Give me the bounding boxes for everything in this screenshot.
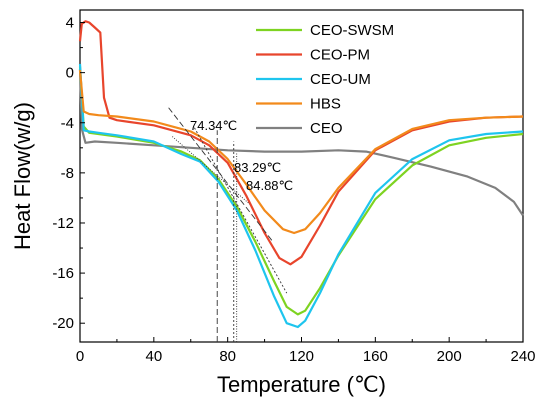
y-tick-label: -8 bbox=[61, 165, 74, 182]
series-layer bbox=[78, 20, 524, 329]
tangent-line bbox=[194, 127, 288, 294]
series-line-ceo-swsm bbox=[78, 66, 524, 316]
onset-temperature-label: 83.29℃ bbox=[234, 160, 281, 175]
series-line-ceo bbox=[78, 68, 524, 217]
y-tick-label: 0 bbox=[66, 65, 74, 82]
x-tick-label: 40 bbox=[145, 348, 162, 365]
series-line-ceo-um bbox=[78, 63, 524, 329]
y-tick-label: -20 bbox=[52, 315, 74, 332]
legend: CEO-SWSM CEO-PM CEO-UM HBS CEO bbox=[256, 22, 394, 137]
y-axis-title: Heat Flow(w/g) bbox=[10, 102, 35, 250]
baseline-extension bbox=[171, 136, 251, 205]
x-tick-label: 0 bbox=[76, 348, 84, 365]
legend-label: CEO-UM bbox=[310, 71, 371, 88]
series-line-hbs bbox=[78, 70, 524, 235]
annotation-layer: 74.34℃ 83.29℃ 84.88℃ bbox=[168, 107, 293, 342]
plot-area bbox=[79, 9, 524, 343]
onset-temperature-label: 74.34℃ bbox=[190, 118, 237, 133]
legend-label: CEO-SWSM bbox=[310, 22, 394, 39]
x-axis-title: Temperature (℃) bbox=[217, 372, 386, 397]
y-axis: 4 0 -4 -8 -12 -16 -20 bbox=[52, 15, 85, 332]
legend-label: HBS bbox=[310, 96, 341, 113]
plot-frame bbox=[79, 9, 524, 343]
x-tick-label: 200 bbox=[437, 348, 462, 365]
x-tick-label: 240 bbox=[510, 348, 535, 365]
legend-label: CEO-PM bbox=[310, 47, 370, 64]
onset-temperature-label: 84.88℃ bbox=[246, 178, 293, 193]
y-tick-label: 4 bbox=[66, 15, 74, 32]
y-tick-label: -16 bbox=[52, 265, 74, 282]
y-tick-label: -4 bbox=[61, 115, 74, 132]
legend-label: CEO bbox=[310, 120, 343, 137]
x-tick-label: 120 bbox=[289, 348, 314, 365]
x-tick-label: 160 bbox=[363, 348, 388, 365]
y-tick-label: -12 bbox=[52, 215, 74, 232]
x-axis: 0 40 80 120 160 200 240 bbox=[76, 337, 536, 365]
x-tick-label: 80 bbox=[219, 348, 236, 365]
